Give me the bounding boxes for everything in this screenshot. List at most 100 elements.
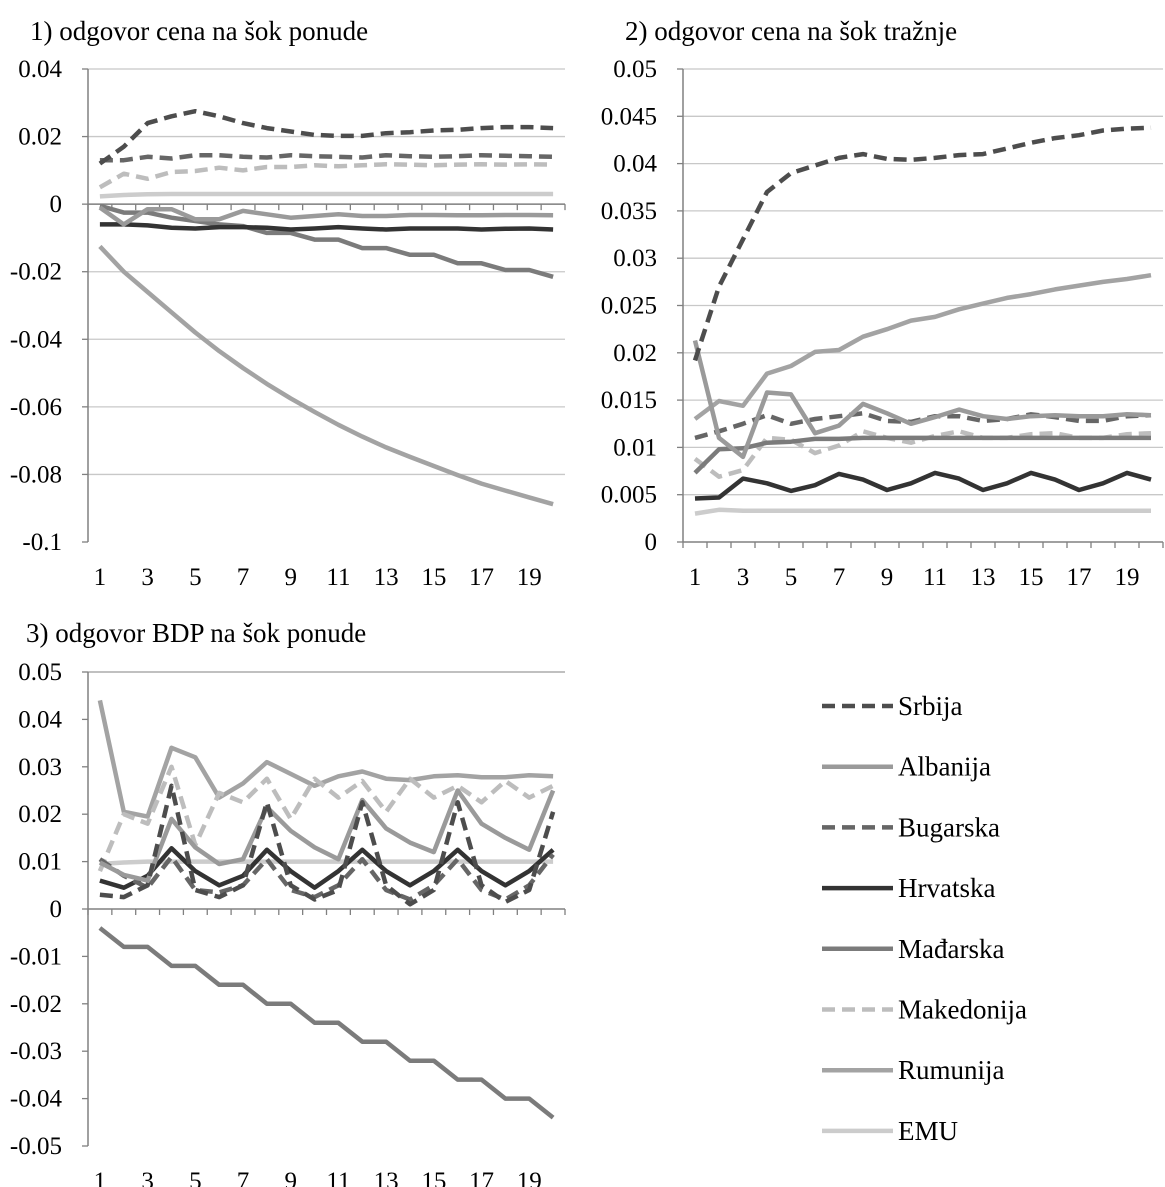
series-line-rumunija — [98, 244, 554, 507]
series-line-madarska — [99, 203, 554, 279]
y-tick-label: 0.03 — [18, 754, 62, 781]
y-tick-label: 0 — [50, 191, 63, 218]
y-tick-label: 0.01 — [613, 434, 657, 461]
y-tick-label: 0.04 — [613, 151, 657, 178]
x-tick-label: 17 — [469, 564, 494, 591]
x-tick-label: 5 — [189, 1168, 202, 1187]
y-tick-label: -0.08 — [10, 461, 62, 488]
x-tick-label: 7 — [237, 564, 250, 591]
x-tick-label: 15 — [421, 1168, 446, 1187]
y-tick-label: -0.05 — [10, 1133, 62, 1160]
legend-item-emu: EMU — [822, 1116, 958, 1146]
legend-label: Albanija — [898, 752, 991, 782]
legend-item-albanija: Albanija — [822, 752, 991, 782]
series-line-hrvatska — [99, 222, 554, 232]
x-tick-label: 1 — [689, 564, 702, 591]
x-tick-label: 5 — [189, 564, 202, 591]
chart-2: 2) odgovor cena na šok tražnje 0.050.045… — [601, 16, 1164, 591]
series-line-bugarska — [99, 152, 554, 163]
x-tick-label: 13 — [374, 564, 399, 591]
y-tick-label: 0.02 — [613, 340, 657, 367]
legend-item-hrvatska: Hrvatska — [822, 873, 995, 903]
x-tick-label: 19 — [517, 1168, 542, 1187]
y-tick-label: -0.04 — [10, 326, 63, 353]
series-line-makedonija — [97, 764, 555, 872]
x-tick-label: 7 — [833, 564, 846, 591]
series-line-emu — [694, 507, 1151, 516]
chart-1: 1) odgovor cena na šok ponude 0.04 0.02 0 -… — [10, 16, 566, 591]
y-tick-label: 0.045 — [601, 103, 657, 130]
legend-item-madarska: Mađarska — [822, 934, 1004, 964]
y-tick-label: 0.03 — [613, 245, 657, 272]
series-line-albanija — [692, 339, 1152, 460]
series-line-rumunija — [97, 699, 554, 819]
y-tick-label: 0 — [50, 896, 63, 923]
x-tick-label: 3 — [141, 1168, 154, 1187]
y-tick-label: 0.01 — [18, 849, 62, 876]
legend-label: Srbija — [898, 691, 963, 721]
chart-2-title: 2) odgovor cena na šok tražnje — [625, 16, 957, 46]
y-tick-label: 0.02 — [18, 124, 62, 151]
series-line-albanija — [98, 788, 556, 883]
x-tick-label: 17 — [1067, 564, 1092, 591]
chart-3-title: 3) odgovor BDP na šok ponude — [26, 618, 366, 648]
y-tick-label: 0.02 — [18, 801, 62, 828]
x-tick-label: 13 — [374, 1168, 399, 1187]
legend-item-srbija: Srbija — [822, 691, 963, 721]
y-tick-label: 0.04 — [18, 56, 62, 83]
y-tick-label: -0.01 — [10, 943, 62, 970]
y-tick-label: 0.04 — [18, 706, 62, 733]
legend-label: Hrvatska — [898, 873, 995, 903]
x-tick-label: 3 — [737, 564, 750, 591]
y-tick-label: 0.05 — [18, 659, 62, 686]
y-tick-label: 0.025 — [601, 293, 657, 320]
x-tick-label: 3 — [141, 564, 154, 591]
x-tick-label: 1 — [94, 1168, 107, 1187]
legend-item-rumunija: Rumunija — [822, 1055, 1005, 1085]
series-line-bugarska — [694, 411, 1152, 441]
chart-2-plot: 0.050.0450.040.0350.030.0250.020.0150.01… — [601, 56, 1164, 591]
y-tick-label: -0.04 — [10, 1086, 63, 1113]
legend-label: Rumunija — [898, 1055, 1005, 1085]
y-tick-label: 0.015 — [601, 387, 657, 414]
chart-3: 3) odgovor BDP na šok ponude 0.05 0.04 0.0… — [10, 618, 566, 1187]
y-tick-label: 0.035 — [601, 198, 657, 225]
x-tick-label: 5 — [785, 564, 798, 591]
x-tick-label: 1 — [94, 564, 107, 591]
x-tick-label: 11 — [326, 564, 350, 591]
series-line-srbija — [692, 125, 1152, 362]
y-tick-label: -0.06 — [10, 394, 62, 421]
y-tick-label: 0.005 — [601, 482, 657, 509]
y-tick-label: -0.02 — [10, 991, 62, 1018]
x-tick-label: 11 — [923, 564, 947, 591]
series-line-srbija — [99, 783, 556, 907]
series-line-albanija — [98, 205, 554, 227]
x-tick-label: 11 — [326, 1168, 350, 1187]
chart-3-plot: 0.05 0.04 0.03 0.02 0.01 0 -0.01 -0.02 -0.03 -0.0… — [10, 659, 566, 1187]
legend-label: Bugarska — [898, 812, 1000, 842]
legend-label: Mađarska — [898, 934, 1004, 964]
x-tick-label: 9 — [284, 564, 297, 591]
series-line-madarska — [693, 435, 1151, 475]
series-line-makedonija — [98, 162, 554, 190]
y-tick-label: 0.05 — [613, 56, 657, 83]
y-tick-label: -0.02 — [10, 259, 62, 286]
x-tick-label: 19 — [1115, 564, 1140, 591]
x-tick-label: 9 — [881, 564, 894, 591]
series-line-srbija — [98, 108, 554, 166]
legend-label: Makedonija — [898, 995, 1027, 1025]
y-tick-label: -0.1 — [22, 529, 62, 556]
x-tick-label: 17 — [469, 1168, 494, 1187]
y-tick-label: 0 — [645, 529, 658, 556]
x-tick-label: 15 — [421, 564, 446, 591]
chart-1-title: 1) odgovor cena na šok ponude — [30, 16, 368, 46]
series-line-rumunija — [693, 272, 1152, 421]
legend-item-bugarska: Bugarska — [822, 812, 1000, 842]
x-tick-label: 19 — [517, 564, 542, 591]
series-line-madarska — [98, 926, 555, 1120]
chart-1-plot: 0.040.020-0.02-0.04-0.06-0.08-0.11 3 5 7 9 11… — [10, 56, 566, 591]
legend: Srbija Albanija Bugarska Hrvatska Mađarska Ma… — [822, 691, 1027, 1146]
x-tick-label: 9 — [284, 1168, 297, 1187]
x-tick-label: 13 — [971, 564, 996, 591]
